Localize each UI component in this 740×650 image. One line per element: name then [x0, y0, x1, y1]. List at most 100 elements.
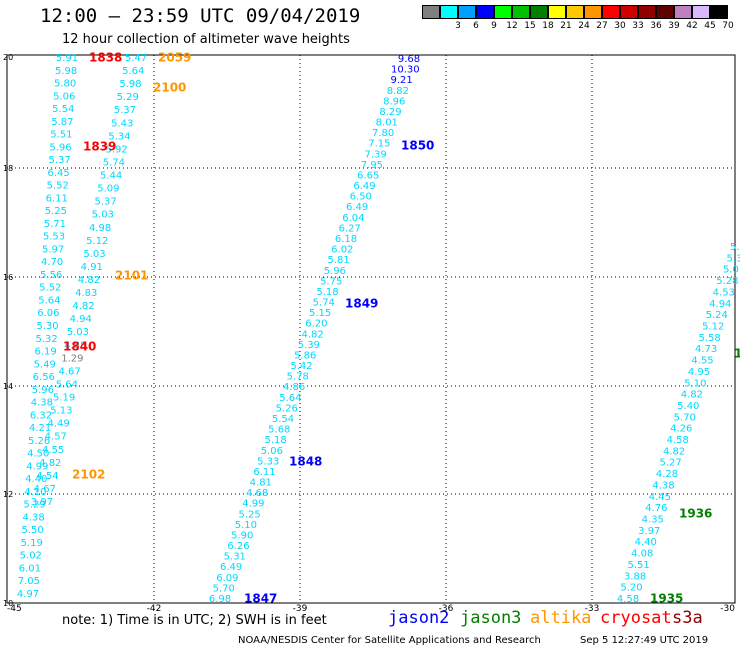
wave-height-value: 6.56	[33, 372, 55, 383]
lon-tick-label: -36	[439, 604, 454, 614]
wave-height-value: 5.0	[723, 265, 739, 276]
wave-height-value: 5.19	[21, 538, 43, 549]
legend-swatch	[620, 5, 638, 19]
wave-height-value: 5.81	[327, 255, 349, 266]
wave-height-value: 4.40	[25, 474, 47, 485]
wave-height-value: 6.65	[357, 171, 379, 182]
legend-swatch	[476, 5, 494, 19]
wave-height-value: 4.94	[70, 314, 92, 325]
wave-height-value: 6.98	[209, 594, 231, 605]
wave-height-value: 7.39	[364, 149, 386, 160]
wave-height-value: 5.34	[108, 131, 130, 142]
wave-height-value: 4.94	[709, 299, 731, 310]
wave-height-value: 5.09	[97, 184, 119, 195]
wave-height-value: 5.29	[117, 92, 139, 103]
wave-height-value: 4.55	[691, 356, 713, 367]
legend-swatch	[512, 5, 530, 19]
wave-height-value: 7.95	[361, 160, 383, 171]
lat-tick-label: 10	[3, 599, 13, 608]
wave-height-value: 5.12	[86, 236, 108, 247]
wave-height-value: 5.13	[50, 406, 72, 417]
wave-height-value: 5.06	[261, 446, 283, 457]
wave-height-value: 6.19	[34, 347, 56, 358]
wave-height-value: 6.11	[46, 193, 68, 204]
legend-label: 6	[473, 21, 479, 31]
legend-swatch	[710, 5, 728, 19]
wave-height-value: 5.18	[264, 435, 286, 446]
wave-height-value: 5.40	[677, 401, 699, 412]
wave-height-value: 5.24	[706, 310, 728, 321]
wave-height-value: 5.64	[279, 393, 301, 404]
wave-height-value: 4.82	[78, 275, 100, 286]
wave-height-value: 6.11	[253, 467, 275, 478]
wave-height-value: 5.20	[620, 583, 642, 594]
wave-height-value: 4.73	[695, 344, 717, 355]
wave-height-value: 3.88	[624, 571, 646, 582]
legend-label: 45	[704, 21, 716, 31]
wave-height-value: 4.21	[29, 423, 51, 434]
legend-swatch	[566, 5, 584, 19]
wave-height-value: 5.70	[674, 412, 696, 423]
wave-height-value: 5.70	[213, 583, 235, 594]
wave-height-value: 5.37	[114, 105, 136, 116]
wave-height-value: 5.43	[111, 118, 133, 129]
legend-swatch	[602, 5, 620, 19]
wave-height-value: 5.52	[39, 283, 61, 294]
wave-height-value: 8.29	[379, 107, 401, 118]
wave-height-value: 4.82	[663, 446, 685, 457]
wave-height-value: 5.02	[20, 551, 42, 562]
wave-height-value: 5.06	[53, 91, 75, 102]
wave-height-value: 4.28	[656, 469, 678, 480]
legend-label: 36	[650, 21, 662, 31]
wave-height-value: 4.67	[34, 484, 56, 495]
legend-label: 3	[455, 21, 461, 31]
wave-height-value: 4.91	[81, 262, 103, 273]
wave-height-value: 4.54	[36, 471, 58, 482]
wave-height-value: 6.04	[342, 213, 364, 224]
legend-swatch	[440, 5, 458, 19]
lon-tick-label: -39	[293, 604, 308, 614]
pass-time-label: 1838	[89, 51, 122, 65]
wave-height-value: 6.20	[305, 319, 327, 330]
wave-height-value: 5.26	[28, 436, 50, 447]
wave-height-value: 5.39	[298, 340, 320, 351]
map-grid	[7, 55, 735, 603]
legend-swatch	[692, 5, 710, 19]
wave-height-value: 5.3	[727, 253, 740, 264]
lat-tick-label: 18	[3, 164, 13, 173]
wave-height-value: 5.80	[54, 79, 76, 90]
wave-height-value: 5.98	[55, 66, 77, 77]
wave-height-value: 5.71	[44, 219, 66, 230]
wave-height-value: 5.74	[103, 158, 125, 169]
wave-height-value: 5.30	[36, 321, 58, 332]
wave-height-value: 5.47	[125, 53, 147, 64]
wave-height-value: 10.30	[391, 65, 420, 76]
pass-time-label: 2101	[115, 269, 148, 283]
pass-labels: 1838 2059 2100 1839 1850 2101 1849 1840 1848 2102…	[63, 51, 740, 606]
legend-label: 9	[491, 21, 497, 31]
wave-height-value: 4.81	[250, 478, 272, 489]
wave-height-value: 5.64	[56, 380, 78, 391]
wave-height-value: 5.9	[730, 242, 740, 253]
wave-height-value: 4.55	[42, 445, 64, 456]
pass-time-label: 1847	[244, 592, 277, 606]
legend-jason3: jason3	[460, 608, 522, 628]
wave-height-value: 4.76	[645, 503, 667, 514]
footer-note: note: 1) Time is in UTC; 2) SWH is in fe…	[62, 613, 327, 628]
legend-swatch	[530, 5, 548, 19]
pass-time-label: 1840	[63, 340, 96, 354]
wave-height-value: 9.68	[398, 54, 420, 65]
wave-height-value: 6.27	[339, 223, 361, 234]
wave-height-value: 6.01	[19, 564, 41, 575]
legend-label: 15	[524, 21, 536, 31]
wave-height-value: 5.15	[309, 308, 331, 319]
wave-height-value: 5.19	[53, 393, 75, 404]
legend-swatch	[638, 5, 656, 19]
wave-height-value: 6.06	[37, 308, 59, 319]
wave-height-value: 5.64	[38, 296, 60, 307]
wave-height-value: 3.97	[638, 526, 660, 537]
wave-height-value: 5.31	[224, 552, 246, 563]
page-title: 12:00 – 23:59 UTC 09/04/2019	[40, 5, 361, 27]
wave-height-value: 7.80	[372, 128, 394, 139]
wave-height-value: 4.45	[649, 492, 671, 503]
